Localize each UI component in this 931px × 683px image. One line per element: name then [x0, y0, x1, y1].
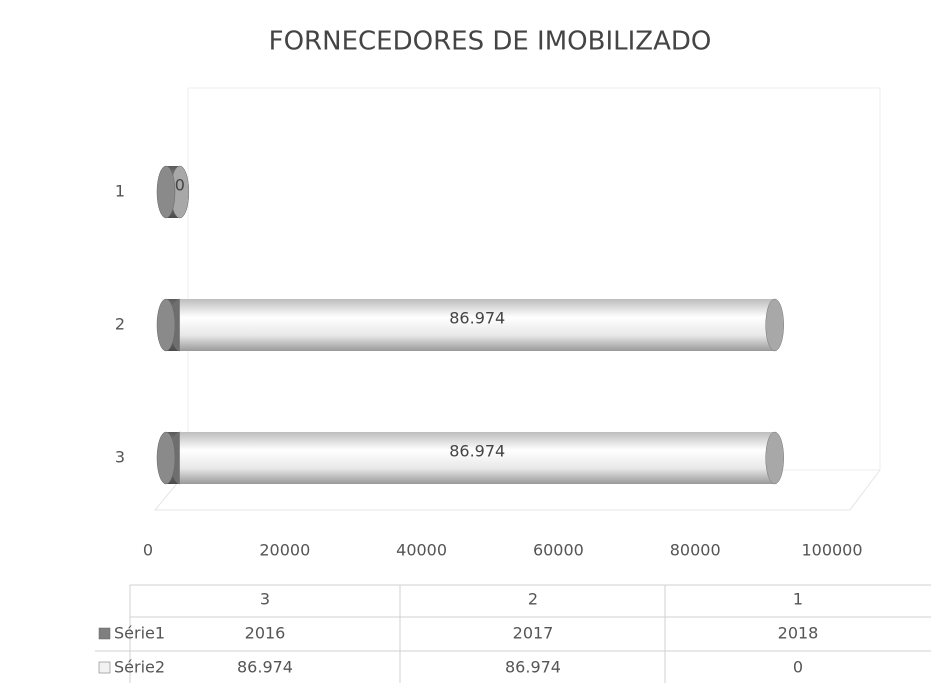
table-cell: 2016	[245, 624, 286, 643]
bar-cap	[765, 431, 784, 485]
plot-frame	[187, 87, 881, 471]
data-label: 86.974	[449, 309, 505, 328]
y-tick-label: 1	[115, 182, 125, 201]
table-cell: 86.974	[505, 658, 561, 677]
bar-cap	[156, 431, 176, 485]
table-cell: 0	[793, 658, 803, 677]
bar-cap	[765, 298, 784, 352]
x-tick-label: 100000	[801, 541, 862, 560]
bar-cap	[156, 298, 176, 352]
data-label: 86.974	[449, 442, 505, 461]
x-tick-label: 0	[143, 541, 153, 560]
legend-swatch	[98, 627, 111, 640]
x-tick-label: 40000	[396, 541, 447, 560]
chart-title: FORNECEDORES DE IMOBILIZADO	[269, 27, 712, 57]
table-header: 2	[528, 590, 538, 609]
legend-label: Série2	[114, 658, 165, 677]
table-header: 3	[260, 590, 270, 609]
table-cell: 2017	[513, 624, 554, 643]
x-tick-label: 20000	[259, 541, 310, 560]
y-tick-label: 3	[115, 448, 125, 467]
bar	[179, 432, 775, 484]
legend-label: Série1	[114, 624, 165, 643]
data-label: 0	[175, 176, 185, 195]
x-tick-label: 60000	[533, 541, 584, 560]
plot-floor	[153, 469, 881, 511]
x-tick-label: 80000	[670, 541, 721, 560]
bar	[179, 299, 775, 351]
legend-swatch	[98, 661, 111, 674]
bar-cap	[156, 165, 176, 219]
table-cell: 86.974	[237, 658, 293, 677]
table-header: 1	[793, 590, 803, 609]
y-tick-label: 2	[115, 315, 125, 334]
table-cell: 2018	[778, 624, 819, 643]
